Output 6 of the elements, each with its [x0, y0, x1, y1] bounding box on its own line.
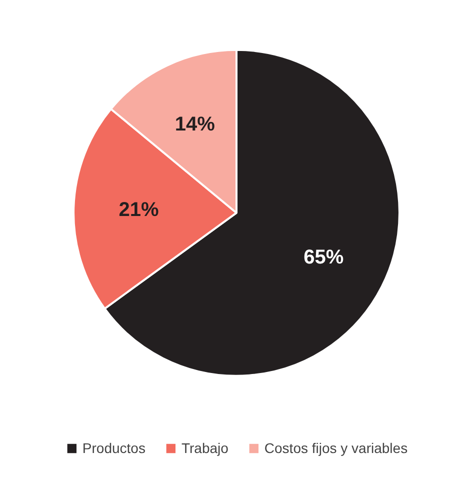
- data-label: 21%: [118, 198, 159, 221]
- legend-label: Trabajo: [181, 440, 228, 456]
- data-label: 14%: [174, 113, 216, 136]
- legend-label: Costos fijos y variables: [264, 440, 408, 456]
- legend-label: Productos: [82, 440, 146, 456]
- data-label: 65%: [304, 246, 344, 268]
